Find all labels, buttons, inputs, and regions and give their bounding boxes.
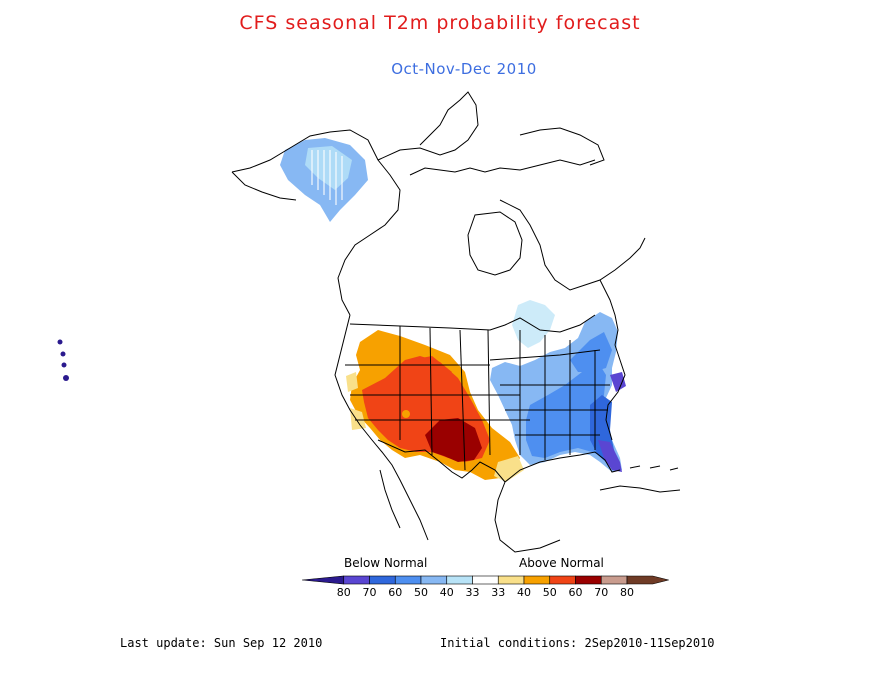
legend-swatch [472, 575, 499, 585]
legend-tick-label: 40 [517, 586, 531, 599]
legend-tick-label: 50 [543, 586, 557, 599]
east-below-normal-region [490, 300, 626, 472]
west-above-normal-region [346, 330, 524, 482]
legend-swatch [446, 575, 473, 585]
legend-swatch [575, 575, 602, 585]
legend-swatch [301, 575, 345, 585]
legend-tick-label: 70 [594, 586, 608, 599]
legend-tick-label: 80 [337, 586, 351, 599]
legend-swatch [497, 575, 525, 585]
coastlines-and-borders [231, 91, 681, 553]
legend-below-normal-label: Below Normal [344, 556, 428, 570]
legend-swatch [549, 575, 576, 585]
legend-tick-label: 40 [440, 586, 454, 599]
last-update-text: Last update: Sun Sep 12 2010 [120, 636, 323, 650]
legend-tick-label: 80 [620, 586, 634, 599]
hawaii-islands [57, 339, 69, 381]
legend-tick-label: 50 [414, 586, 428, 599]
legend-tick-label: 60 [569, 586, 583, 599]
legend-swatch [369, 575, 396, 585]
legend-tick-label: 70 [363, 586, 377, 599]
initial-conditions-text: Initial conditions: 2Sep2010-11Sep2010 [440, 636, 715, 650]
legend-swatch [343, 575, 370, 585]
legend-tick-label: 60 [388, 586, 402, 599]
alaska-below-normal-region [280, 138, 368, 222]
legend-swatch [626, 575, 669, 585]
map-title: CFS seasonal T2m probability forecast [239, 12, 641, 34]
legend-swatch [420, 575, 448, 585]
legend-swatch [394, 575, 422, 585]
map-subtitle: Oct-Nov-Dec 2010 [391, 60, 537, 78]
legend-tick-label: 33 [466, 586, 480, 599]
legend-tick-label: 33 [491, 586, 505, 599]
legend-swatch [523, 575, 551, 585]
legend-above-normal-label: Above Normal [519, 556, 604, 570]
legend-swatch [600, 575, 628, 585]
